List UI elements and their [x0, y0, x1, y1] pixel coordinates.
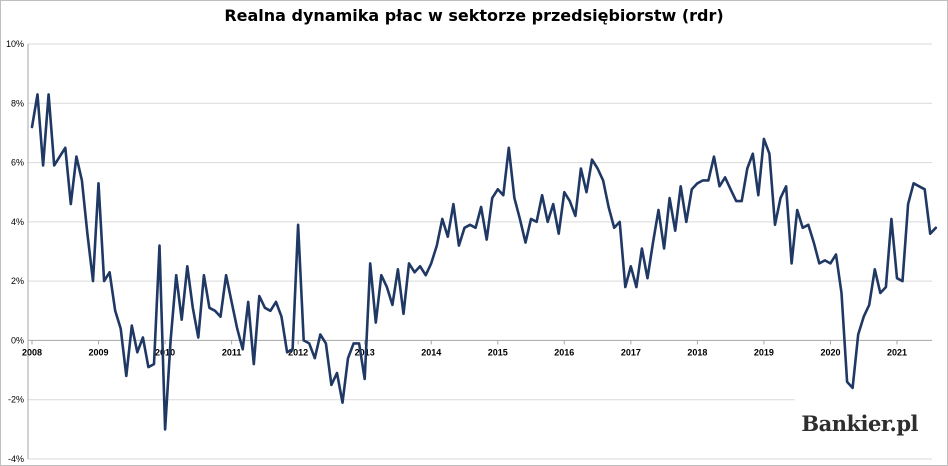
x-tick-label: 2020 — [820, 347, 840, 357]
y-tick-label: 6% — [11, 158, 24, 168]
y-tick-label: 0% — [11, 335, 24, 345]
x-tick-label: 2019 — [754, 347, 774, 357]
x-tick-label: 2010 — [155, 347, 175, 357]
y-axis: -4% -2% 0% 2% 4% 6% 8% 10% — [6, 39, 24, 464]
x-tick-label: 2011 — [222, 347, 242, 357]
y-tick-label: -2% — [8, 395, 24, 405]
y-tick-label: 4% — [11, 217, 24, 227]
x-tick-label: 2014 — [421, 347, 441, 357]
x-tick-label: 2018 — [687, 347, 707, 357]
y-tick-label: 2% — [11, 276, 24, 286]
x-tick-label: 2009 — [89, 347, 109, 357]
x-tick-label: 2015 — [488, 347, 508, 357]
y-tick-label: 8% — [11, 98, 24, 108]
x-tick-label: 2012 — [288, 347, 308, 357]
x-tick-label: 2017 — [621, 347, 641, 357]
gridlines — [27, 43, 932, 460]
series-line-0 — [30, 93, 938, 431]
chart-title: Realna dynamika płac w sektorze przedsię… — [224, 6, 724, 25]
x-tick-label: 2008 — [22, 347, 42, 357]
series-layer — [30, 93, 938, 431]
x-tick-label: 2021 — [887, 347, 907, 357]
y-tick-label: -4% — [8, 454, 24, 464]
bankier-logo: Bankier.pl — [801, 411, 918, 436]
x-tick-label: 2016 — [554, 347, 574, 357]
y-tick-label: 10% — [6, 39, 24, 49]
